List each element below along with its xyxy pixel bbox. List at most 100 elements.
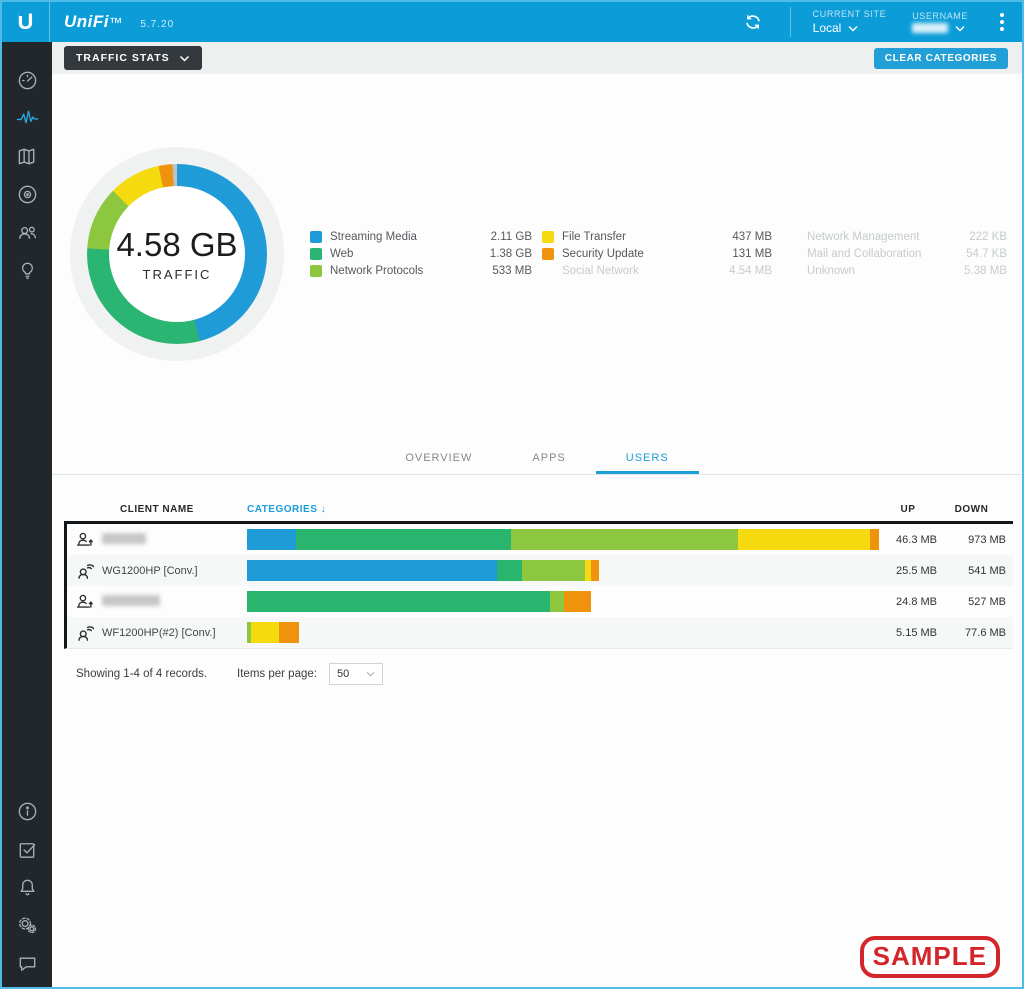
current-site-value: Local [812, 21, 842, 35]
traffic-stats-dropdown[interactable]: TRAFFIC STATS [64, 46, 202, 70]
legend-label: Security Update [562, 248, 644, 260]
legend-value: 222 KB [969, 231, 1007, 243]
column-header-client-name[interactable]: CLIENT NAME [120, 503, 194, 515]
brand: UniFi ™ 5.7.20 [64, 12, 174, 32]
bar-segment [497, 560, 522, 581]
tab-overview[interactable]: OVERVIEW [405, 452, 473, 464]
sidebar-item-chat[interactable] [12, 951, 42, 975]
tab-apps[interactable]: APPS [532, 452, 566, 464]
bar-segment [247, 622, 252, 643]
ubiquiti-logo[interactable]: U [2, 2, 49, 42]
legend-item[interactable]: Security Update 131 MB [542, 248, 772, 260]
chevron-down-icon [848, 25, 858, 31]
legend-value: 533 MB [492, 265, 532, 277]
legend-value: 131 MB [732, 248, 772, 260]
client-name: WF1200HP(#2) [Conv.] [102, 626, 216, 639]
sidebar-item-map[interactable] [12, 144, 42, 168]
main-content: TRAFFIC STATS CLEAR CATEGORIES 4.58 GB T… [52, 42, 1022, 987]
ubiquiti-u-icon: U [17, 9, 34, 34]
legend-item[interactable]: Mail and Collaboration 54.7 KB [807, 248, 1007, 260]
bar-segment [738, 529, 870, 550]
legend-label: File Transfer [562, 231, 626, 243]
legend-item[interactable]: Unknown 5.38 MB [807, 265, 1007, 277]
bar-segment [550, 591, 565, 612]
version-number: 5.7.20 [140, 19, 175, 30]
header-divider [64, 521, 1013, 524]
bar-segment [564, 591, 592, 612]
legend-item[interactable]: Web 1.38 GB [310, 248, 532, 260]
column-header-down[interactable]: DOWN [954, 503, 989, 515]
gears-icon [18, 917, 36, 933]
users-table: CLIENT NAME CATEGORIES ↓ UP DOWN [64, 497, 1013, 685]
traffic-donut[interactable] [87, 164, 267, 344]
top-bar: U UniFi ™ 5.7.20 CURRENT SITE Local US [2, 2, 1022, 42]
divider [49, 2, 50, 42]
legend-value: 4.54 MB [729, 265, 772, 277]
bar-segment [251, 622, 279, 643]
bar-segment [585, 560, 591, 581]
table-row[interactable]: 46.3 MB 973 MB [67, 524, 1013, 555]
sidebar-item-statistics[interactable] [12, 106, 42, 130]
tab-users[interactable]: USERS [595, 442, 699, 474]
up-value: 25.5 MB [896, 564, 937, 577]
bar-segment [247, 560, 498, 581]
legend-item[interactable]: Streaming Media 2.11 GB [310, 231, 532, 243]
lightbulb-icon [21, 262, 33, 279]
legend-item[interactable]: Network Protocols 533 MB [310, 265, 532, 277]
chevron-down-icon [179, 55, 189, 62]
table-row[interactable]: WF1200HP(#2) [Conv.] 5.15 MB 77.6 MB [67, 617, 1013, 648]
table-header: CLIENT NAME CATEGORIES ↓ UP DOWN [64, 497, 1013, 521]
table-row[interactable]: 24.8 MB 527 MB [67, 586, 1013, 617]
sample-stamp: SAMPLE [859, 936, 1000, 978]
table-body: 46.3 MB 973 MB WG1200HP [Conv.] [64, 524, 1013, 649]
sidebar-item-clients[interactable] [12, 220, 42, 244]
up-value: 46.3 MB [896, 533, 937, 546]
refresh-icon [745, 15, 760, 29]
sidebar-item-insights[interactable] [12, 258, 42, 282]
items-per-page-select[interactable]: 50 [328, 663, 383, 685]
category-bar [247, 529, 879, 550]
refresh-button[interactable] [742, 11, 764, 33]
sidebar-item-info[interactable] [12, 799, 42, 823]
map-icon [18, 148, 34, 164]
legend-swatch [310, 248, 322, 260]
legend-label: Streaming Media [330, 231, 417, 243]
redacted-client-name [102, 594, 160, 606]
table-footer: Showing 1-4 of 4 records. Items per page… [76, 663, 1013, 685]
sidebar-item-alerts[interactable] [12, 875, 42, 899]
client-name: WG1200HP [Conv.] [102, 564, 198, 577]
current-site-selector[interactable]: CURRENT SITE Local [813, 9, 887, 35]
clear-categories-button[interactable]: CLEAR CATEGORIES [873, 47, 1008, 69]
bell-icon [20, 879, 34, 895]
down-value: 973 MB [968, 533, 1006, 546]
page-size-value: 50 [336, 668, 350, 680]
column-header-categories[interactable]: CATEGORIES ↓ [247, 503, 327, 515]
traffic-stats-label: TRAFFIC STATS [76, 52, 170, 64]
legend-item[interactable]: Network Management 222 KB [807, 231, 1007, 243]
column-header-up[interactable]: UP [900, 503, 916, 515]
sidebar-item-settings[interactable] [12, 913, 42, 937]
chat-bubble-icon [19, 957, 35, 971]
donut-halo: 4.58 GB TRAFFIC [70, 147, 284, 361]
sidebar-item-events[interactable] [12, 837, 42, 861]
legend-label: Mail and Collaboration [807, 248, 922, 260]
traffic-legend: Streaming Media 2.11 GB Web 1.38 GB Netw… [310, 231, 1007, 277]
pulse-icon [16, 110, 38, 123]
traffic-chart-section: 4.58 GB TRAFFIC Streaming Media 2.11 GB … [52, 74, 1022, 434]
legend-item[interactable]: File Transfer 437 MB [542, 231, 772, 243]
bar-segment [247, 529, 296, 550]
user-menu[interactable]: USERNAME [912, 11, 968, 33]
sidebar-item-devices[interactable] [12, 182, 42, 206]
legend-value: 2.11 GB [490, 231, 532, 243]
sidebar-item-dashboard[interactable] [12, 68, 42, 92]
bar-segment [278, 622, 300, 643]
wired-client-icon [67, 530, 102, 549]
down-value: 527 MB [968, 595, 1006, 608]
legend-item[interactable]: Social Network 4.54 MB [542, 265, 772, 277]
table-row[interactable]: WG1200HP [Conv.] 25.5 MB 541 MB [67, 555, 1013, 586]
kebab-menu-icon[interactable] [994, 9, 1010, 35]
bar-segment [510, 529, 739, 550]
items-per-page-label: Items per page: [237, 668, 317, 680]
sort-desc-icon: ↓ [320, 503, 327, 515]
